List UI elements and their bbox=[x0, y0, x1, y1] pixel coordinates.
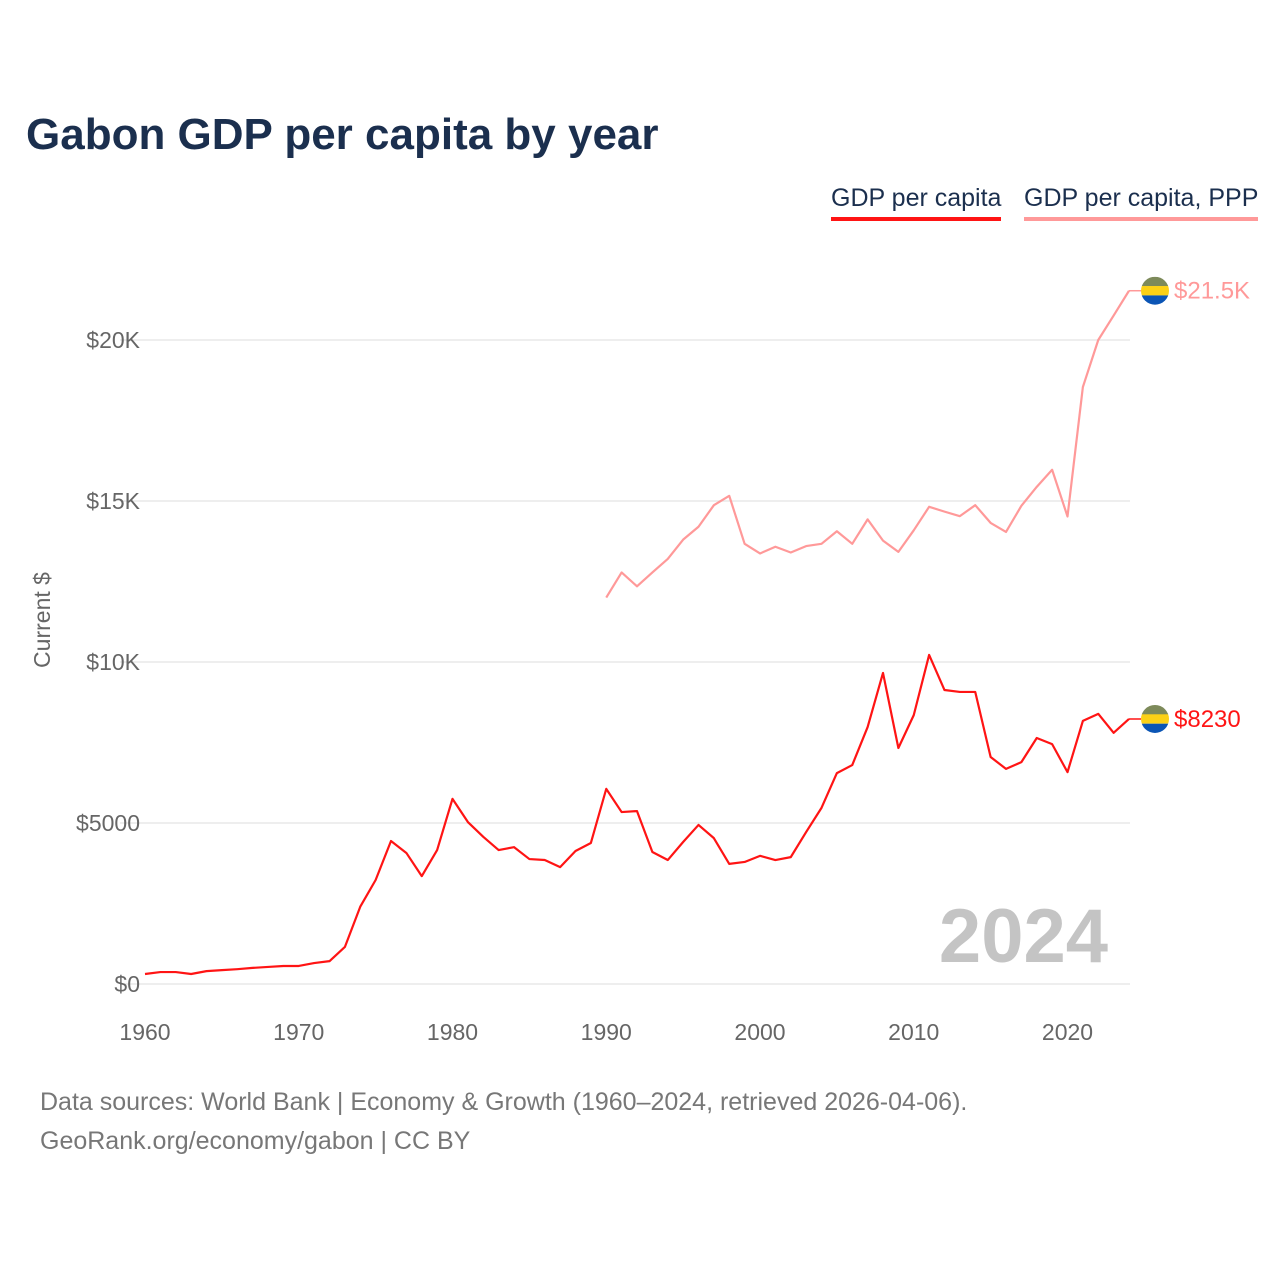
x-tick-label: 2020 bbox=[1042, 1019, 1093, 1045]
y-tick-label: $0 bbox=[114, 971, 140, 997]
x-tick-label: 1960 bbox=[119, 1019, 170, 1045]
y-tick-label: $5000 bbox=[76, 810, 140, 836]
series-line-gdp-ppp bbox=[605, 290, 1130, 599]
year-watermark: 2024 bbox=[939, 894, 1108, 979]
x-tick-label: 2000 bbox=[734, 1019, 785, 1045]
x-tick-label: 1980 bbox=[427, 1019, 478, 1045]
gabon-flag-icon bbox=[1141, 704, 1169, 733]
footer-attribution[interactable]: GeoRank.org/economy/gabon | CC BY bbox=[40, 1127, 471, 1155]
y-tick-label: $20K bbox=[86, 327, 140, 353]
series-line-gdp bbox=[144, 653, 1130, 976]
y-axis-label: Current $ bbox=[29, 572, 55, 668]
legend-gdp-per-capita[interactable]: GDP per capita bbox=[831, 184, 1002, 221]
x-tick-label: 2010 bbox=[888, 1019, 939, 1045]
legend-gdp-per-capita-ppp[interactable]: GDP per capita, PPP bbox=[1024, 184, 1259, 221]
x-tick-label: 1970 bbox=[273, 1019, 324, 1045]
chart-title: Gabon GDP per capita by year bbox=[26, 110, 659, 159]
y-tick-label: $10K bbox=[86, 649, 140, 675]
footer-sources: Data sources: World Bank | Economy & Gro… bbox=[40, 1088, 968, 1116]
gabon-flag-icon bbox=[1141, 276, 1169, 305]
y-tick-label: $15K bbox=[86, 488, 140, 514]
end-value-label: $8230 bbox=[1174, 706, 1241, 733]
x-tick-label: 1990 bbox=[581, 1019, 632, 1045]
end-value-label: $21.5K bbox=[1174, 278, 1250, 305]
